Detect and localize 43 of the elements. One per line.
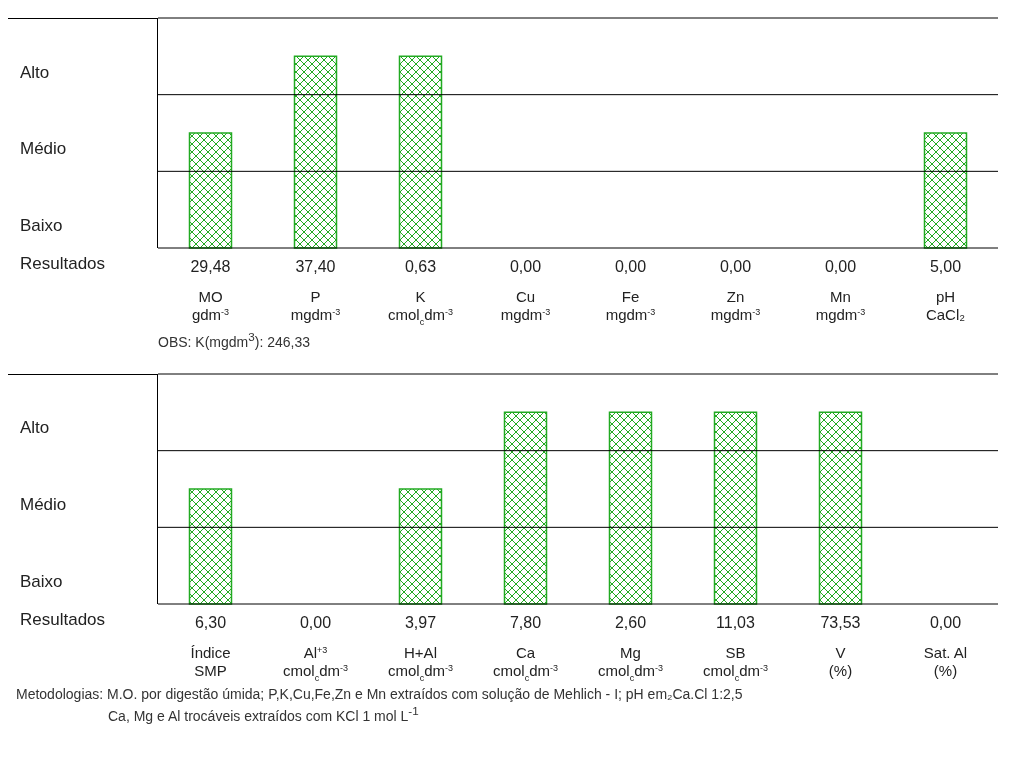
- x-tick-label: Ca cmol$_{c}$dm$^{-3}$: [492, 643, 559, 683]
- text: Alto: [20, 62, 50, 83]
- text: 29,48: [190, 258, 231, 275]
- text: 0,00: [719, 258, 752, 275]
- text: 3,97: [404, 613, 437, 631]
- text: OBS: K(mgdm$^{3}$): 246,33: [157, 330, 311, 350]
- x-tick-label: P mgdm$^{-3}$: [290, 288, 341, 323]
- text: Baixo: [20, 216, 63, 236]
- text: 0,00: [299, 613, 332, 631]
- x-tick-label: Fe mgdm$^{-3}$: [605, 288, 656, 323]
- text: Resultados: [20, 609, 106, 630]
- text: 2,60: [614, 613, 647, 631]
- x-tick-label: K cmol$_{c}$dm$^{-3}$: [387, 288, 454, 327]
- text: 73,53: [820, 613, 861, 631]
- x-tick-label: pH CaCl₂: [925, 288, 966, 323]
- text: 0,00: [614, 258, 647, 275]
- text: 37,40: [295, 258, 336, 275]
- text: 0,00: [509, 258, 542, 275]
- text: 0,00: [929, 613, 962, 631]
- text: Metodologias: M.O. por digestão úmida; P,K,Cu,Fe,Zn e Mn extraídos com solução de Mehlich - I; pH em₂Ca.Cl 1:2,5: [15, 685, 744, 702]
- text: 7,80: [509, 613, 542, 631]
- text: Alto: [20, 418, 50, 439]
- x-tick-label: H+Al cmol$_{c}$dm$^{-3}$: [387, 643, 454, 683]
- x-tick-label: Al$^{+3}$ cmol$_{c}$dm$^{-3}$: [282, 643, 349, 683]
- x-tick-label: Mn mgdm$^{-3}$: [815, 288, 866, 323]
- x-tick-label: V (%): [828, 643, 853, 679]
- text: 5,00: [929, 258, 962, 275]
- text: Médio: [20, 494, 67, 515]
- x-tick-label: Sat. Al (%): [923, 643, 968, 679]
- x-tick-label: Mg cmol$_{c}$dm$^{-3}$: [597, 643, 664, 683]
- text: 6,30: [194, 613, 227, 631]
- x-tick-label: SB cmol$_{c}$dm$^{-3}$: [702, 643, 769, 683]
- text: Ca, Mg e Al trocáveis extraídos com KCl 1 mol L$^{-1}$: [107, 703, 420, 724]
- text: 0,63: [404, 258, 437, 275]
- text: Médio: [20, 139, 67, 160]
- text: 11,03: [716, 613, 756, 631]
- text: 0,00: [824, 258, 857, 275]
- x-tick-label: Cu mgdm$^{-3}$: [500, 288, 551, 323]
- x-tick-label: Zn mgdm$^{-3}$: [710, 288, 761, 323]
- x-tick-label: MO gdm$^{-3}$: [191, 288, 230, 323]
- x-tick-label: Índice SMP: [190, 643, 231, 679]
- text: Resultados: [20, 254, 106, 274]
- text: Baixo: [20, 571, 63, 592]
